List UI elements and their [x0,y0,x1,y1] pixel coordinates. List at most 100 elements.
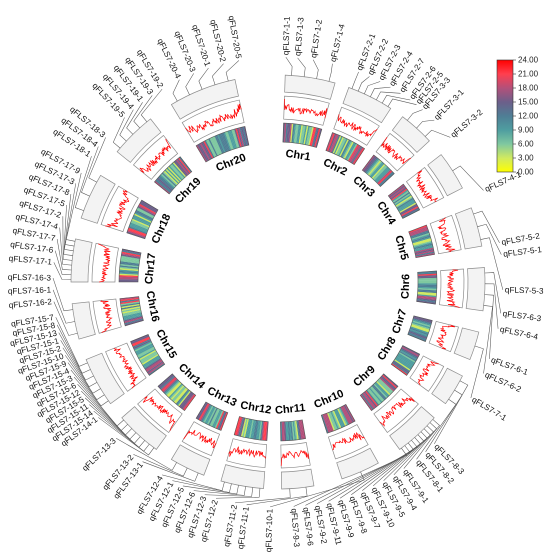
qtl-label: qFLS7-20-5 [227,15,243,60]
chr1-heat-cell [305,126,312,146]
chr2-heat-cell [343,141,354,160]
chr1-heat-cell [313,128,320,147]
chr13-heat-cell [213,409,223,428]
chr9-heat-cell [372,384,387,400]
chr4-heat-cell [402,208,420,219]
chr2-heat-cell [351,146,363,164]
chr1-heat-cell [304,125,310,145]
qtl-leader-line [182,485,239,495]
chr18-density-frame [100,185,139,233]
chr1-heat-cell [298,124,304,144]
chr12-heat-cell [262,421,266,441]
chr12-heat-cell [242,418,248,438]
chr13-heat-cell [208,407,218,426]
chr3-heat-cell [374,166,389,182]
chr17-heat-cell [119,266,139,270]
qtl-leader-line [480,237,504,290]
chr10-heat-cell [323,413,332,433]
chr2-heat-frame [325,132,366,166]
chr10-heat-cell [329,411,338,430]
scale-tick-label: 15.00 [518,98,539,107]
chr19-heat-cell [171,162,186,178]
chr4-heat-cell [395,195,413,207]
chr2-heat-cell [334,136,345,155]
chr19-heat-cell [177,157,191,174]
chr6-heat-cell [417,272,437,275]
chr3-density-line [381,137,412,165]
chr9-heat-cell [365,390,379,407]
chr4-density-line [416,170,439,202]
chr19-heat-cell [157,177,173,192]
chr11-label: Chr11 [274,402,306,417]
chr2-heat-cell [330,134,339,153]
chr14-heat-cell [169,384,184,400]
chr17-heat-cell [119,272,139,275]
chr2-heat-cell [339,139,350,157]
chr16-heat-cell [122,309,142,316]
qtl-leader-line [328,440,418,502]
chr15-heat-cell [146,361,164,374]
qtl-leader-line [483,305,493,374]
chr13-heat-cell [200,404,212,422]
qtl-leader-line [93,410,150,452]
chr13-heat-cell [202,404,213,423]
chr18-heat-frame [126,199,159,240]
chr1-heat-cell [285,123,288,143]
qtl-leader-line [351,434,425,495]
chr14-qtl-segment [121,406,167,450]
chr20-density-line [185,103,242,134]
chr3-heat-cell [364,156,378,173]
qtl-leader-line [56,239,72,271]
chr5-heat-cell [412,238,432,245]
chr7-qtl-segment [453,327,480,360]
chr12-heat-cell [250,419,255,439]
chr3-heat-cell [362,155,375,172]
chr14-heat-cell [175,389,189,405]
chr14-heat-cell [163,379,179,394]
chr5-heat-cell [413,243,433,250]
chr16-heat-cell [121,306,141,311]
chr16-heat-cell [120,300,140,305]
chr12-heat-cell [261,421,265,441]
chr8-heat-cell [394,358,412,370]
chr8-heat-cell [396,355,414,367]
chr16-heat-cell [120,301,140,306]
chr8-heat-cell [396,356,413,368]
chr1-label: Chr1 [285,148,312,164]
chr12-heat-cell [264,421,268,441]
chr18-heat-cell [129,224,148,233]
qtl-label: qFLS7-6-2 [484,370,523,394]
qtl-leader-line [62,216,73,261]
chr13-density-line [183,429,217,449]
chr11-heat-cell [292,421,296,441]
chr6-heat-cell [417,294,437,298]
qtl-leader-line [74,156,92,211]
chr8-heat-cell [399,350,417,362]
qtl-leader-line [473,210,500,244]
chr20-heat-frame [195,126,250,163]
chr16-heat-cell [121,307,141,313]
chr10-density-line [332,432,365,451]
chr9-heat-cell [381,375,397,390]
chr3-heat-cell [369,162,384,178]
chr14-heat-cell [176,389,190,406]
chr7-heat-cell [412,318,432,325]
chr3-heat-cell [372,164,387,180]
chr14-heat-cell [183,394,196,411]
chr7-density-frame [428,321,459,353]
chromosome-labels: Chr1Chr2Chr3Chr4Chr5Chr6Chr7Chr8Chr9Chr1… [143,148,412,417]
qtl-label: qFLS7-9-6 [301,507,315,547]
qtl-label: qFLS7-1-4 [329,23,347,63]
chr2-heat-cell [353,147,365,165]
chr5-heat-cell [409,227,428,236]
chr19-heat-cell [161,172,177,187]
chr18-heat-cell [129,223,148,232]
chr19-heat-cell [176,158,190,174]
chr10-heat-cell [321,414,329,434]
chr20-heat-cell [202,141,213,159]
chr3-heat-frame [361,154,395,187]
chr15-heat-cell [141,354,159,366]
chr16-heat-cell [123,313,142,320]
chr20-heat-cell [203,140,214,159]
qtl-leader-line [65,172,82,242]
